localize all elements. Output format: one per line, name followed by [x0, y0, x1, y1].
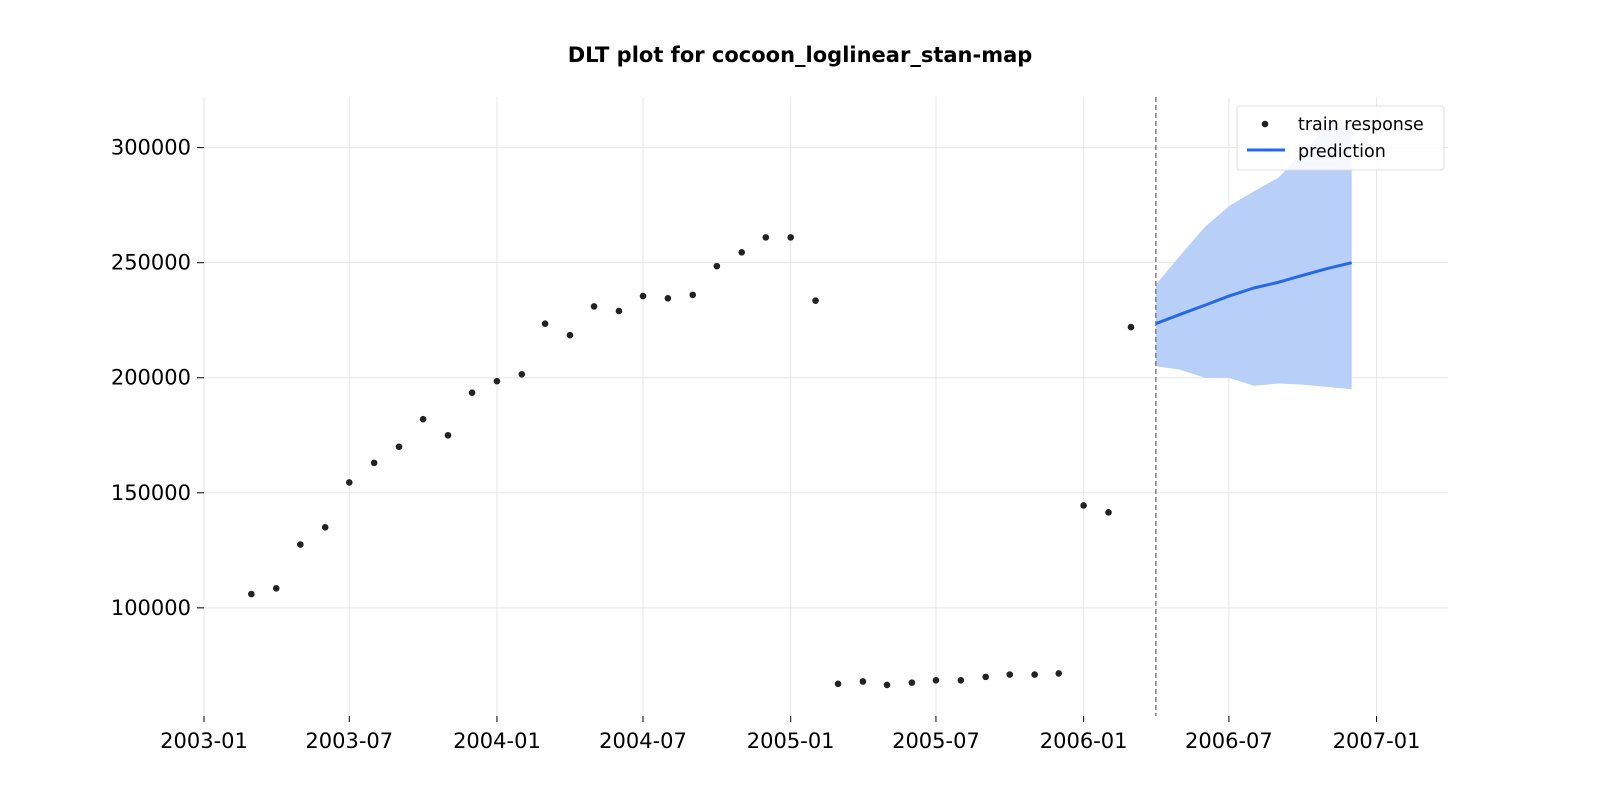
y-tick-label: 300000 [111, 136, 191, 160]
train-response-point [957, 677, 965, 684]
prediction-line [1155, 261, 1353, 326]
prediction-line-layer [1155, 261, 1353, 326]
train-response-point [615, 307, 623, 315]
train-response-point [738, 249, 746, 256]
train-response-point [1031, 671, 1038, 678]
train-response-point [321, 524, 329, 531]
train-points-layer [248, 234, 1135, 689]
legend-train-label: train response [1298, 115, 1424, 135]
y-tick-label: 100000 [111, 596, 191, 620]
train-response-point [297, 541, 304, 548]
x-tick-label: 2007-01 [1333, 729, 1421, 753]
chart-title: DLT plot for cocoon_loglinear_stan-map [568, 43, 1033, 67]
train-response-point [370, 459, 378, 467]
legend-prediction-label: prediction [1298, 142, 1386, 162]
train-response-point [468, 389, 476, 396]
train-response-point [1080, 502, 1087, 509]
train-response-point [493, 377, 501, 385]
x-tick-label: 2003-07 [305, 729, 393, 753]
train-response-point [272, 584, 280, 592]
train-response-point [664, 295, 672, 302]
x-tick-label: 2004-01 [453, 729, 541, 753]
train-response-point [395, 443, 403, 451]
train-response-point [1105, 509, 1112, 516]
train-response-point [1055, 670, 1063, 677]
y-tick-label: 200000 [111, 366, 191, 390]
train-response-point [982, 673, 990, 681]
train-response-point [541, 320, 549, 327]
train-response-point [762, 234, 770, 241]
train-response-point [812, 297, 819, 304]
train-response-point [639, 292, 647, 300]
legend-box [1236, 105, 1445, 171]
x-tick-label: 2003-01 [160, 729, 248, 753]
train-response-point [689, 291, 697, 299]
train-response-point [518, 370, 526, 378]
x-tick-label: 2004-07 [599, 729, 687, 753]
train-response-point [345, 479, 353, 486]
train-response-point [1127, 323, 1135, 331]
train-response-point [713, 262, 721, 270]
train-response-point [248, 590, 255, 598]
train-response-point [444, 431, 452, 439]
x-tick-label: 2006-07 [1185, 729, 1273, 753]
train-response-point [908, 679, 916, 686]
prediction-band-layer [1155, 125, 1352, 390]
train-response-point [859, 678, 867, 685]
train-response-point [883, 681, 891, 689]
x-tick-label: 2005-07 [892, 729, 980, 753]
train-response-point [787, 234, 794, 241]
train-response-point [932, 677, 940, 684]
train-response-point [834, 680, 842, 688]
x-tick-label: 2005-01 [747, 729, 835, 753]
train-response-point [590, 303, 598, 310]
legend: train response prediction [1236, 105, 1445, 171]
y-tick-label: 150000 [111, 481, 191, 505]
axes: 2003-01 2003-07 2004-01 2004-07 2005-01 2005-… [111, 136, 1421, 753]
train-response-point [566, 331, 574, 339]
y-tick-label: 250000 [111, 251, 191, 275]
x-tick-label: 2006-01 [1040, 729, 1128, 753]
train-response-point [419, 415, 427, 423]
prediction-interval-band [1155, 125, 1352, 390]
train-response-point [1006, 671, 1014, 678]
legend-train-marker [1261, 120, 1269, 128]
